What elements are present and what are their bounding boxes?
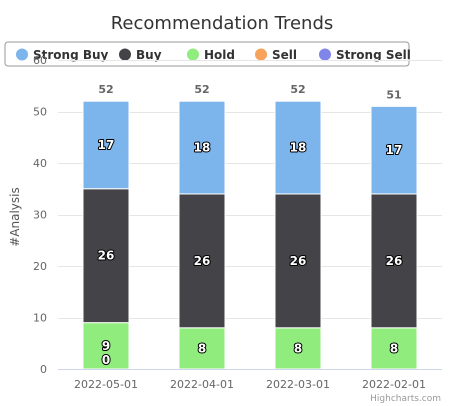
segment-label: 18 xyxy=(290,141,307,155)
segment-label: 8 xyxy=(294,341,302,355)
legend-marker xyxy=(119,48,131,61)
bar-hold[interactable] xyxy=(178,327,226,370)
y-tick-label: 40 xyxy=(33,157,47,170)
stack-total-label: 52 xyxy=(98,83,113,96)
x-tick-label: 2022-05-01 xyxy=(74,378,138,391)
y-axis-title: #Analysis xyxy=(8,187,22,247)
x-tick-label: 2022-03-01 xyxy=(266,378,330,391)
y-tick-label: 0 xyxy=(40,363,47,376)
segment-label: 26 xyxy=(290,254,307,268)
bar-buy[interactable] xyxy=(178,193,226,329)
y-tick-label: 50 xyxy=(33,106,47,119)
legend-marker xyxy=(16,48,28,61)
segment-label: 17 xyxy=(386,143,403,157)
y-axis-ticks: 0 10 20 30 40 50 60 xyxy=(33,54,47,376)
x-tick-label: 2022-02-01 xyxy=(362,378,426,391)
legend-label: Strong Buy xyxy=(33,48,109,62)
legend-item-strong-sell[interactable]: Strong Sell xyxy=(319,48,411,62)
legend-marker xyxy=(187,48,199,61)
y-tick-label: 60 xyxy=(33,54,47,67)
legend-label: Hold xyxy=(204,48,235,62)
segment-label: 9 xyxy=(102,339,110,353)
segment-label: 26 xyxy=(194,254,211,268)
stack-total-label: 51 xyxy=(386,88,401,101)
segment-label: 8 xyxy=(390,341,398,355)
bar-hold[interactable] xyxy=(370,327,418,370)
legend-label: Sell xyxy=(272,48,297,62)
stack-total-label: 52 xyxy=(194,83,209,96)
segment-label: 8 xyxy=(198,341,206,355)
legend: Strong Buy Buy Hold Sell Strong Sell xyxy=(16,48,411,62)
bar-buy[interactable] xyxy=(370,193,418,329)
bar-strong-buy[interactable] xyxy=(370,105,418,195)
legend-item-hold[interactable]: Hold xyxy=(187,48,235,62)
y-tick-label: 10 xyxy=(33,312,47,325)
credits-link[interactable]: Highcharts.com xyxy=(370,394,441,404)
chart-title: Recommendation Trends xyxy=(111,13,334,34)
legend-item-buy[interactable]: Buy xyxy=(119,48,162,62)
y-tick-label: 20 xyxy=(33,260,47,273)
bar-buy[interactable] xyxy=(82,188,130,324)
legend-label: Strong Sell xyxy=(336,48,411,62)
segment-label: 18 xyxy=(194,141,211,155)
segment-label: 26 xyxy=(386,254,403,268)
segment-label: 17 xyxy=(98,138,115,152)
bar-strong-buy[interactable] xyxy=(178,100,226,195)
legend-marker xyxy=(255,48,267,61)
bar-strong-buy[interactable] xyxy=(274,100,322,195)
stack-total-label: 52 xyxy=(290,83,305,96)
y-tick-label: 30 xyxy=(33,209,47,222)
legend-label: Buy xyxy=(136,48,162,62)
bar-strong-buy[interactable] xyxy=(82,100,130,190)
segment-label-zero: 0 xyxy=(102,353,110,367)
legend-item-strong-buy[interactable]: Strong Buy xyxy=(16,48,109,62)
bar-totals: 52 52 52 51 xyxy=(98,83,401,101)
legend-item-sell[interactable]: Sell xyxy=(255,48,297,62)
bars: 9 26 17 0 8 26 18 8 26 18 8 26 17 xyxy=(82,100,418,370)
bar-buy[interactable] xyxy=(274,193,322,329)
legend-marker xyxy=(319,48,331,61)
bar-hold[interactable] xyxy=(82,322,130,370)
x-tick-label: 2022-04-01 xyxy=(170,378,234,391)
segment-label: 26 xyxy=(98,249,115,263)
x-axis-ticks: 2022-05-01 2022-04-01 2022-03-01 2022-02-01 xyxy=(74,378,426,391)
